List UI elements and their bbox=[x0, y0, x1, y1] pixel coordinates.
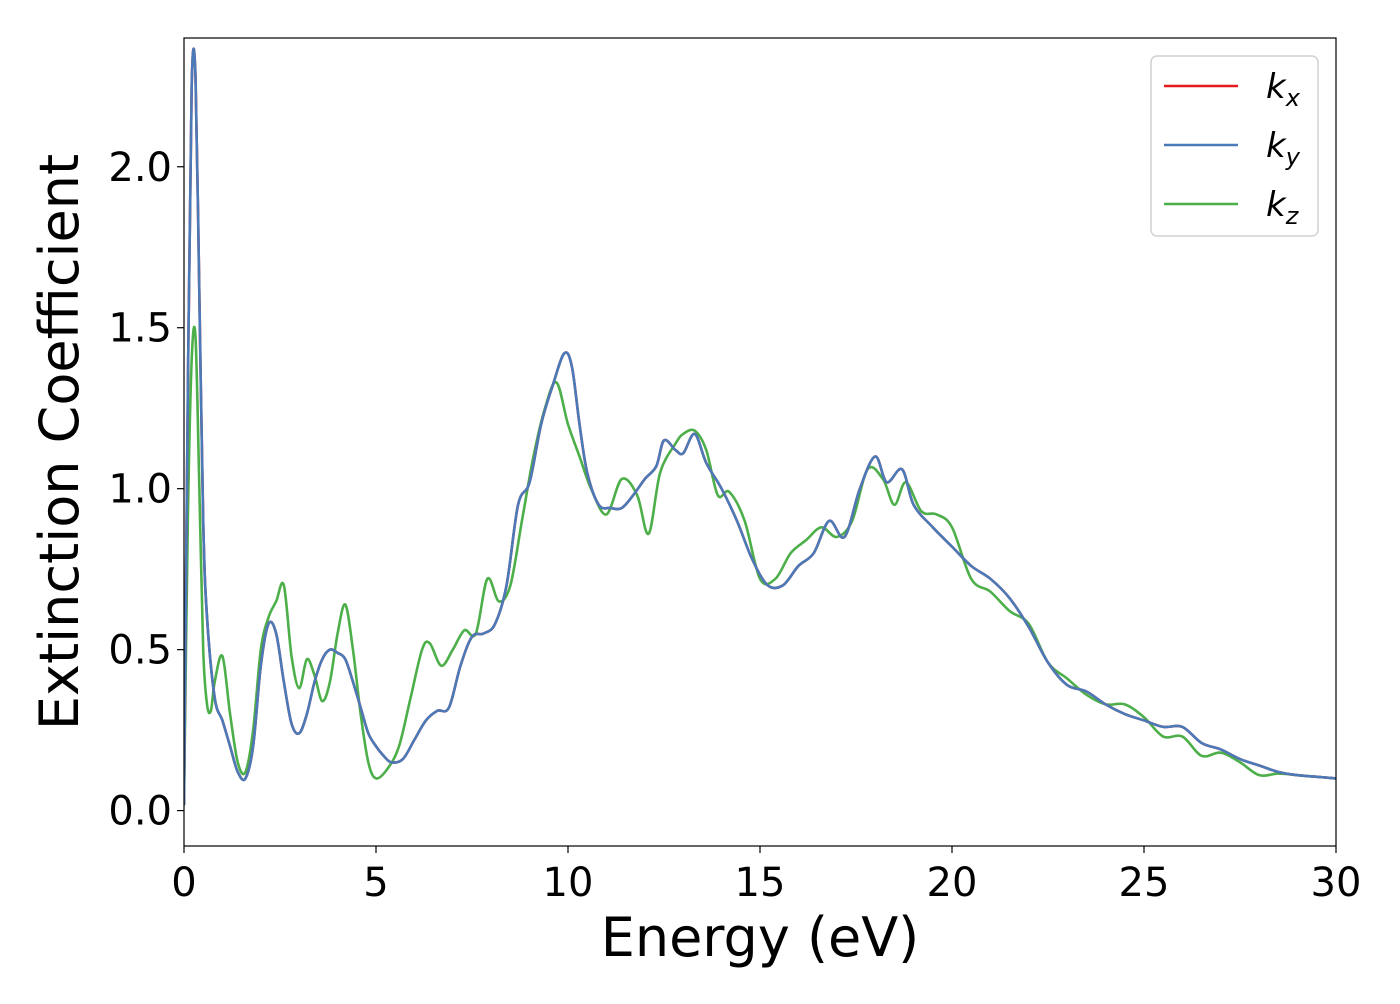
y-tick-label: 1.0 bbox=[108, 467, 172, 513]
y-tick-label: 0.0 bbox=[108, 789, 172, 835]
x-tick-label: 25 bbox=[1119, 860, 1170, 906]
y-tick-label: 1.5 bbox=[108, 306, 172, 352]
x-axis: 0 5 10 15 20 25 30 bbox=[171, 846, 1361, 906]
y-tick-label: 0.5 bbox=[108, 628, 172, 674]
y-axis-title: Extinction Coefficient bbox=[28, 154, 91, 730]
legend-label-base: k bbox=[1266, 67, 1287, 107]
x-tick-label: 30 bbox=[1311, 860, 1362, 906]
legend-label-subscript: x bbox=[1285, 84, 1301, 112]
legend-label-subscript: z bbox=[1285, 202, 1300, 230]
legend-label-base: k bbox=[1266, 126, 1287, 166]
series-line-ky bbox=[184, 47, 1336, 806]
legend-label-subscript: y bbox=[1285, 143, 1301, 171]
x-axis-title: Energy (eV) bbox=[601, 906, 920, 969]
legend-label-base: k bbox=[1266, 185, 1287, 225]
x-tick-label: 20 bbox=[927, 860, 978, 906]
x-tick-label: 15 bbox=[735, 860, 786, 906]
y-axis: 0.0 0.5 1.0 1.5 2.0 bbox=[108, 145, 184, 835]
x-tick-label: 0 bbox=[171, 860, 196, 906]
x-tick-label: 10 bbox=[543, 860, 594, 906]
legend-label-kx: kx bbox=[1266, 67, 1301, 112]
legend-label-kz: kz bbox=[1266, 185, 1300, 230]
legend-label-ky: ky bbox=[1266, 126, 1301, 171]
plot-area bbox=[184, 38, 1336, 846]
y-tick-label: 2.0 bbox=[108, 145, 172, 191]
series-layer bbox=[184, 47, 1336, 806]
x-tick-label: 5 bbox=[363, 860, 388, 906]
